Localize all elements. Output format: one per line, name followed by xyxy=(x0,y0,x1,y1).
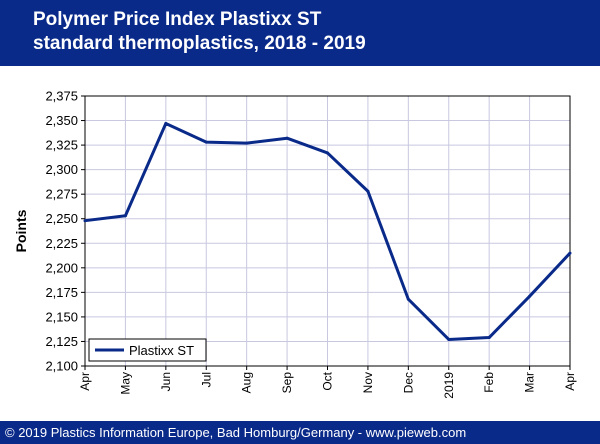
plot-frame xyxy=(84,95,571,367)
legend-label: Plastixx ST xyxy=(129,343,194,358)
data-point xyxy=(83,219,87,223)
x-tick-label: Aug xyxy=(240,372,254,393)
series-layer xyxy=(83,121,572,341)
data-point xyxy=(326,151,329,155)
y-tick-label: 2,225 xyxy=(45,236,78,251)
data-point xyxy=(123,214,127,218)
y-tick-label: 2,350 xyxy=(45,113,78,128)
data-point xyxy=(164,121,168,125)
data-point xyxy=(204,140,208,144)
data-point xyxy=(285,136,289,140)
x-tick-labels: Apr May Jun Jul Aug Sep Oct Nov Dec 2019 Feb Mar Apr xyxy=(78,371,577,398)
y-tick-label: 2,100 xyxy=(45,359,78,374)
y-tick-label: 2,325 xyxy=(45,138,78,153)
x-tick-label: Jul xyxy=(199,372,213,387)
y-tick-label: 2,150 xyxy=(45,309,78,324)
y-tick-labels: 2,100 2,125 2,150 2,175 2,200 2,225 2,250 2,275… xyxy=(45,89,78,374)
x-tick-label: Nov xyxy=(361,372,375,393)
y-axis-label: Points xyxy=(13,209,29,252)
data-point xyxy=(406,297,410,301)
data-point xyxy=(568,251,572,255)
legend: Plastixx ST xyxy=(88,338,207,362)
x-tick-label: 2019 xyxy=(442,372,456,399)
x-tick-label: Apr xyxy=(78,372,92,391)
legend-box xyxy=(88,338,207,362)
y-tick-label: 2,300 xyxy=(45,162,78,177)
y-tick-label: 2,250 xyxy=(45,211,78,226)
x-tick-label: Oct xyxy=(321,371,335,390)
chart-title-line-1: Polymer Price Index Plastixx ST xyxy=(33,9,322,30)
x-tick-label: Mar xyxy=(523,372,537,393)
chart-title-line-2: standard thermoplastics, 2018 - 2019 xyxy=(33,33,366,54)
y-tick-label: 2,375 xyxy=(45,89,78,104)
footer-credit: © 2019 Plastics Information Europe, Bad … xyxy=(0,421,600,444)
x-tick-label: Apr xyxy=(563,372,577,391)
x-tick-label: May xyxy=(118,372,132,395)
data-point xyxy=(366,189,370,193)
y-tick-label: 2,200 xyxy=(45,260,78,275)
header-banner: Polymer Price Index Plastixx ST standard… xyxy=(0,0,600,66)
y-tick-label: 2,175 xyxy=(45,285,78,300)
data-point xyxy=(487,336,491,340)
data-point xyxy=(245,141,249,145)
y-tick-label: 2,275 xyxy=(45,187,78,202)
x-tick-label: Dec xyxy=(401,372,415,393)
y-tick-label: 2,125 xyxy=(45,334,78,349)
x-tick-label: Jun xyxy=(159,372,173,391)
data-point xyxy=(447,337,451,341)
line-chart: 2,100 2,125 2,150 2,175 2,200 2,225 2,250 2,275… xyxy=(13,89,577,399)
x-tick-label: Feb xyxy=(482,372,496,393)
data-point xyxy=(528,294,532,298)
x-tick-label: Sep xyxy=(280,372,294,394)
